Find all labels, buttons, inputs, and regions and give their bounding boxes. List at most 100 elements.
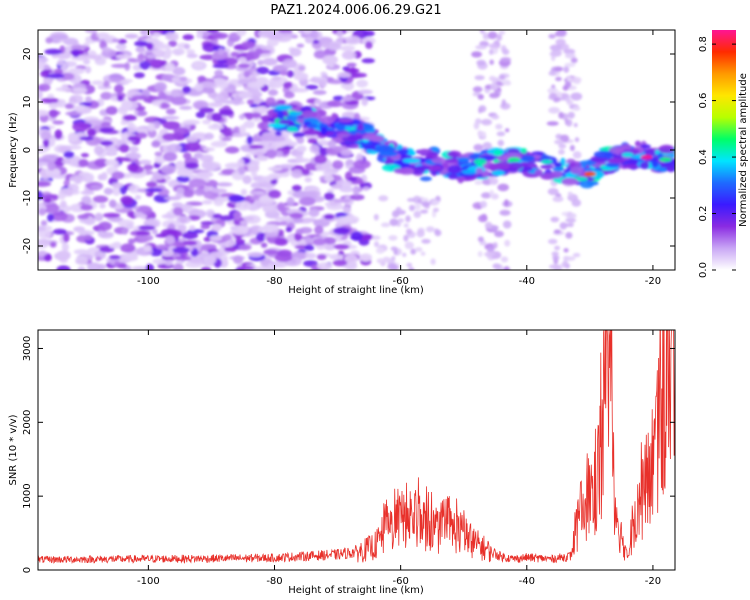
heatmap-cell — [608, 157, 625, 164]
heatmap-cell — [199, 154, 214, 162]
heatmap-cell — [498, 74, 506, 81]
heatmap-cell — [569, 144, 575, 152]
heatmap-cell — [250, 196, 257, 201]
heatmap-cell — [274, 216, 292, 222]
heatmap-cell — [210, 140, 228, 148]
heatmap-cell — [521, 148, 527, 154]
heatmap-cell — [509, 162, 523, 171]
heatmap-cell — [160, 228, 178, 238]
heatmap-cell — [47, 93, 55, 99]
heatmap-cell — [346, 62, 357, 67]
heatmap-cell — [99, 127, 114, 133]
heatmap-cell — [250, 182, 263, 189]
heatmap-cell — [462, 169, 477, 175]
heatmap-cell — [62, 61, 77, 68]
heatmap-cell — [249, 190, 265, 196]
heatmap-cell — [80, 190, 95, 195]
heatmap-cell — [481, 192, 492, 199]
snr-y-axis: 0 1000 2000 3000 — [22, 336, 675, 573]
heatmap-cell — [540, 155, 552, 160]
heatmap-cell — [402, 158, 421, 164]
x-tick-label: -20 — [645, 576, 661, 587]
heatmap-cell — [570, 57, 578, 64]
heatmap-cell — [69, 94, 84, 104]
heatmap-cell — [49, 241, 57, 248]
heatmap-cell — [53, 68, 64, 75]
heatmap-cell — [433, 207, 439, 213]
heatmap-cell — [335, 123, 346, 132]
heatmap-cell — [500, 256, 509, 263]
heatmap-cell — [120, 133, 129, 139]
heatmap-cell — [200, 266, 212, 270]
heatmap-cell — [111, 38, 121, 43]
heatmap-cell — [43, 64, 50, 70]
heatmap-cell — [339, 141, 356, 146]
heatmap-cell — [631, 149, 640, 154]
heatmap-cell — [111, 171, 125, 180]
heatmap-cell — [173, 206, 184, 216]
heatmap-cell — [348, 177, 358, 182]
heatmap-cell — [362, 30, 375, 37]
heatmap-cell — [63, 233, 70, 243]
heatmap-cell — [145, 263, 155, 270]
heatmap-cell — [552, 255, 560, 260]
heatmap-cell — [321, 115, 335, 125]
heatmap-cell — [484, 251, 495, 257]
heatmap-cell — [274, 253, 293, 262]
heatmap-cell — [553, 229, 562, 234]
heatmap-cell — [183, 43, 191, 50]
heatmap-cell — [108, 243, 118, 249]
heatmap-cell — [419, 176, 432, 182]
heatmap-cell — [434, 229, 442, 237]
heatmap-cell — [301, 110, 318, 119]
heatmap-cell — [479, 200, 488, 208]
heatmap-cell — [97, 231, 114, 237]
heatmap-cell — [248, 144, 264, 150]
heatmap-cell — [114, 157, 131, 162]
heatmap-cell — [38, 208, 47, 216]
heatmap-cell — [266, 37, 279, 47]
heatmap-cell — [301, 168, 310, 176]
heatmap-cell — [304, 177, 312, 183]
heatmap-cell — [314, 154, 328, 164]
heatmap-cell — [658, 144, 675, 154]
heatmap-cell — [114, 261, 121, 266]
heatmap-cell — [332, 160, 344, 170]
heatmap-cell — [249, 149, 266, 156]
heatmap-cell — [286, 70, 295, 78]
heatmap-cell — [570, 92, 583, 101]
heatmap-cell — [489, 177, 499, 185]
heatmap-cell — [145, 37, 154, 44]
heatmap-cell — [260, 242, 268, 248]
heatmap-cell — [496, 34, 503, 41]
heatmap-cell — [45, 37, 53, 44]
heatmap-cell — [176, 175, 191, 183]
heatmap-cell — [96, 32, 110, 38]
heatmap-cell — [131, 95, 150, 100]
heatmap-cell — [306, 123, 319, 129]
heatmap-cell — [203, 254, 217, 265]
heatmap-cell — [219, 215, 235, 222]
heatmap-cell — [286, 208, 302, 215]
heatmap-cell — [267, 263, 276, 270]
heatmap-cell — [94, 145, 104, 156]
heatmap-cell — [74, 178, 82, 185]
heatmap-cell — [293, 217, 304, 224]
heatmap-cell — [266, 149, 277, 159]
heatmap-cell — [497, 139, 505, 147]
colorbar: 0.0 0.2 0.4 0.6 0.8 Normalized spectral ampl… — [698, 30, 749, 278]
heatmap-cell — [345, 35, 361, 45]
heatmap-cell — [267, 166, 283, 172]
heatmap-cell — [162, 121, 181, 130]
heatmap-cell — [235, 200, 252, 211]
heatmap-cell — [120, 195, 134, 206]
heatmap-cell — [196, 171, 214, 178]
heatmap-cell — [201, 87, 215, 94]
heatmap-cell — [210, 251, 224, 257]
heatmap-cell — [361, 58, 375, 64]
heatmap-cell — [112, 186, 121, 196]
heatmap-cell — [484, 221, 493, 229]
heatmap-cell — [316, 254, 327, 260]
heatmap-cell — [259, 134, 276, 142]
heatmap-cell — [317, 139, 328, 146]
